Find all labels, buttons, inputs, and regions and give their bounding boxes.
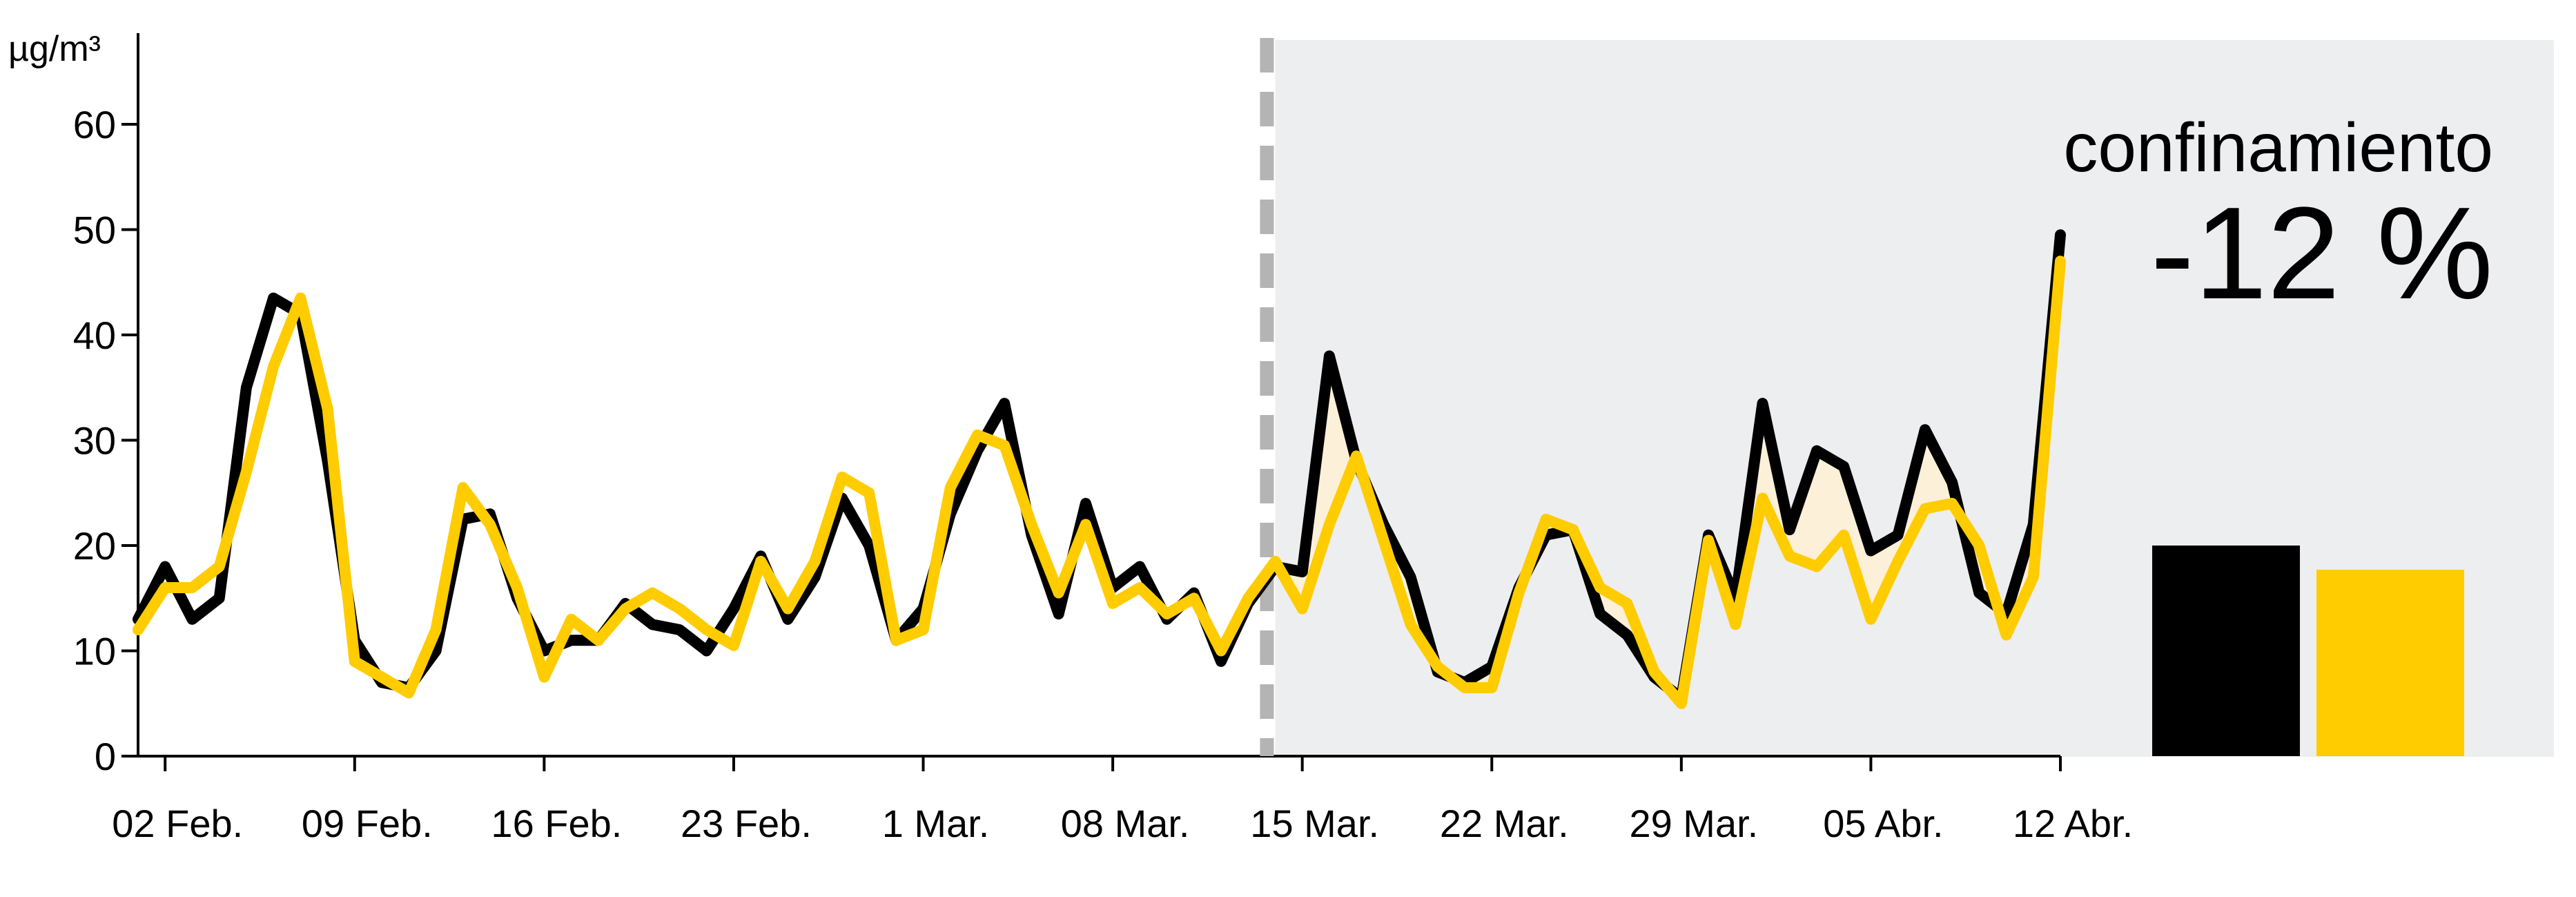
y-unit-label: µg/m³	[8, 29, 101, 69]
x-tick-label: 1 Mar.	[882, 802, 990, 845]
comparison-bars	[2152, 546, 2464, 756]
x-tick-label: 16 Feb.	[491, 802, 622, 845]
x-tick-label: 22 Mar.	[1440, 802, 1569, 845]
x-tick-label: 09 Feb.	[302, 802, 433, 845]
lockdown-change-value: -12 %	[2151, 180, 2493, 327]
x-tick-label: 02 Feb.	[112, 802, 243, 845]
series-line-2	[133, 255, 2066, 709]
lockdown-label: confinamiento	[2063, 109, 2493, 186]
x-tick-label: 08 Mar.	[1061, 802, 1190, 845]
x-tick-label: 12 Abr.	[2013, 802, 2133, 845]
x-tick-label: 15 Mar.	[1250, 802, 1379, 845]
x-tick-label: 23 Feb.	[681, 802, 812, 845]
series-layer	[133, 229, 2066, 709]
y-tick-label: 20	[73, 524, 116, 568]
y-tick-label: 40	[73, 314, 116, 357]
x-tick-label: 05 Abr.	[1823, 802, 1943, 845]
comparison-bar-2	[2316, 570, 2464, 756]
y-tick-label: 30	[73, 419, 116, 463]
y-tick-label: 10	[73, 630, 116, 673]
x-tick-label: 29 Mar.	[1629, 802, 1758, 845]
comparison-bar-1	[2152, 546, 2300, 756]
y-tick-label: 0	[95, 735, 116, 778]
y-tick-label: 60	[73, 103, 116, 146]
y-tick-label: 50	[73, 209, 116, 252]
series-line-1	[133, 229, 2066, 704]
axis-layer: 0 10 20 30 40 50 60 02 Feb. 09 Feb. 16 Feb. 23 Feb…	[73, 33, 2133, 845]
